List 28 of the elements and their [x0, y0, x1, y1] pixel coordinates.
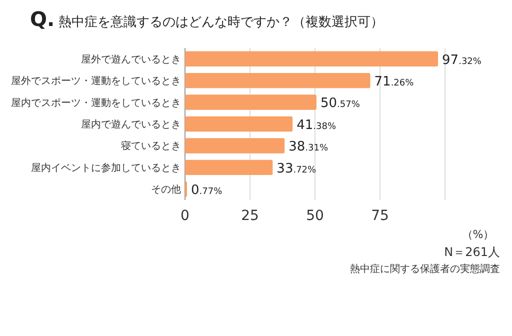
x-tick-label: 50: [306, 208, 324, 224]
y-tick-label: その他: [151, 184, 181, 196]
data-label: 33.72%: [276, 161, 317, 176]
data-label: 50.57%: [320, 96, 360, 112]
bar: [185, 72, 370, 88]
y-tick-label: 屋内で遊んでいるとき: [81, 118, 181, 130]
y-tick-label: 寝ているとき: [121, 140, 181, 152]
text: 熱中症に関する保護者の実態調査: [350, 263, 500, 275]
data-label: 41.38%: [296, 118, 336, 133]
x-tick-label: 0: [180, 208, 190, 224]
bar: [185, 116, 293, 132]
x-tick-label: 25: [241, 208, 259, 224]
x-tick-label: 75: [371, 208, 389, 224]
bar: [185, 160, 273, 176]
bar: [185, 94, 316, 110]
y-tick-label: 屋外で遊んでいるとき: [81, 53, 181, 66]
data-label: 97.32%: [442, 52, 482, 68]
data-label: 0.77%: [191, 183, 223, 198]
data-label: 38.31%: [288, 140, 328, 155]
bar: [185, 138, 285, 154]
x-axis-title: （%）: [462, 228, 494, 241]
y-tick-label: 屋内でスポーツ・運動をしているとき: [11, 96, 181, 109]
data-label: 71.26%: [374, 74, 414, 90]
bar: [185, 51, 438, 66]
text: N＝261人: [444, 245, 500, 259]
chart-title: Q. 熱中症を意識するのはどんな時ですか？（複数選択可）: [30, 7, 384, 31]
y-tick-label: 屋内イベントに参加しているとき: [31, 162, 181, 174]
y-tick-label: 屋外でスポーツ・運動をしているとき: [11, 75, 181, 88]
